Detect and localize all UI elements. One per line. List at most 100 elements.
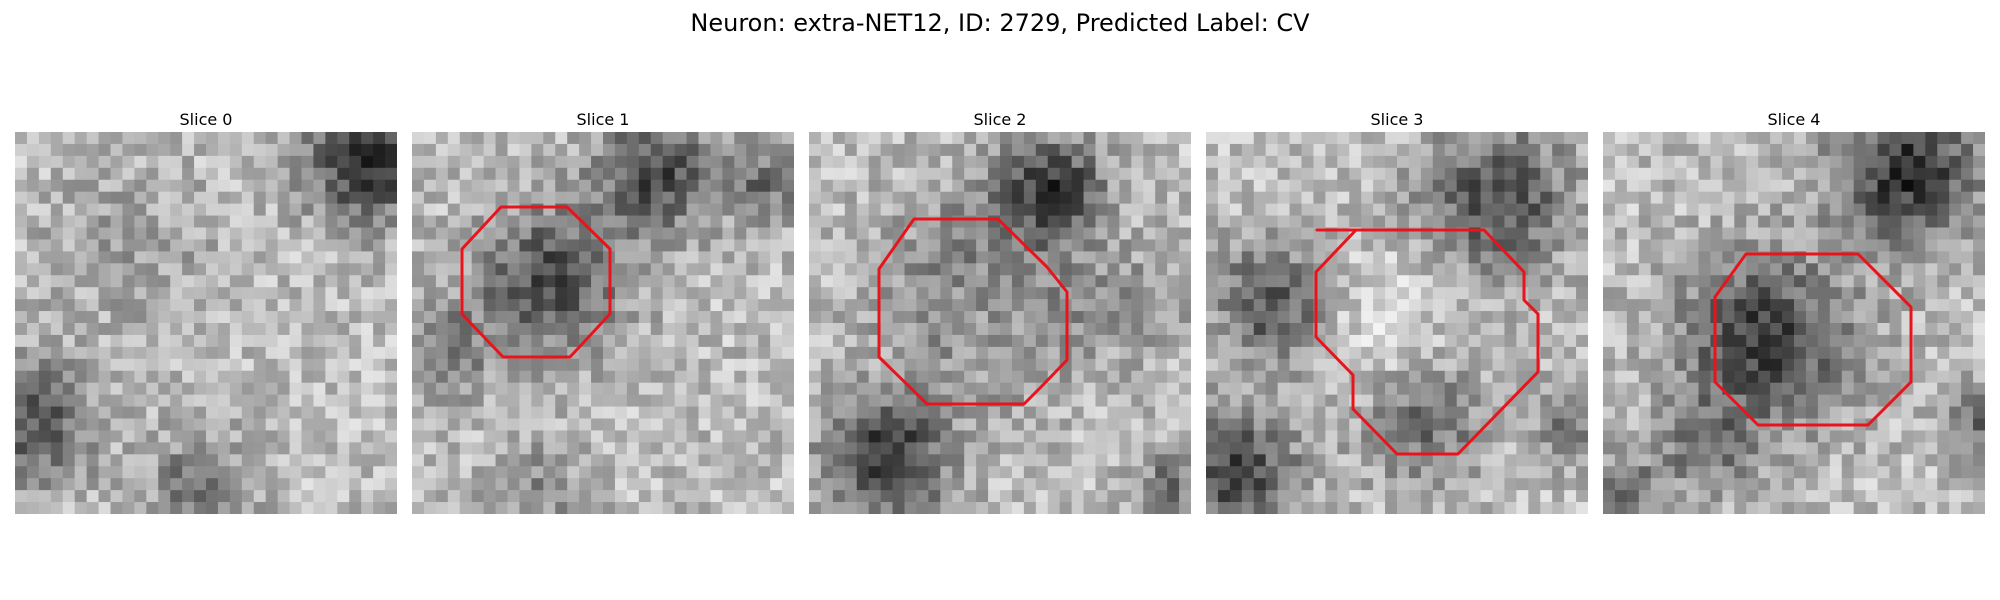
image-pixel bbox=[1119, 275, 1132, 288]
image-pixel bbox=[710, 334, 723, 348]
image-pixel bbox=[1456, 143, 1470, 157]
image-pixel bbox=[98, 346, 112, 360]
image-pixel bbox=[1023, 370, 1037, 384]
image-pixel bbox=[1782, 227, 1795, 241]
image-pixel bbox=[940, 323, 953, 336]
image-pixel bbox=[361, 334, 374, 348]
image-pixel bbox=[26, 406, 40, 420]
image-pixel bbox=[1829, 239, 1843, 252]
image-pixel bbox=[519, 358, 532, 372]
image-pixel bbox=[686, 155, 700, 169]
image-pixel bbox=[1349, 155, 1362, 169]
image-pixel bbox=[1167, 143, 1180, 157]
image-pixel bbox=[483, 251, 497, 264]
image-pixel bbox=[579, 275, 592, 288]
image-pixel bbox=[483, 311, 497, 324]
image-pixel bbox=[447, 227, 461, 241]
image-pixel bbox=[1770, 370, 1783, 384]
image-pixel bbox=[325, 263, 338, 276]
image-pixel bbox=[638, 239, 652, 252]
image-pixel bbox=[1552, 358, 1565, 372]
image-pixel bbox=[385, 275, 397, 288]
image-pixel bbox=[423, 394, 437, 408]
image-pixel bbox=[265, 370, 279, 384]
image-pixel bbox=[1301, 358, 1315, 372]
image-pixel bbox=[928, 239, 941, 252]
image-pixel bbox=[1698, 323, 1712, 336]
image-pixel bbox=[1289, 406, 1303, 420]
image-pixel bbox=[1603, 275, 1616, 288]
image-pixel bbox=[1698, 132, 1712, 145]
image-pixel bbox=[1865, 287, 1879, 300]
image-pixel bbox=[1468, 358, 1482, 372]
image-pixel bbox=[507, 406, 521, 420]
image-pixel bbox=[1865, 167, 1879, 181]
image-pixel bbox=[579, 418, 592, 432]
image-pixel bbox=[1229, 358, 1243, 372]
image-pixel bbox=[952, 155, 965, 169]
image-pixel bbox=[1576, 490, 1588, 503]
image-pixel bbox=[62, 299, 76, 312]
image-pixel bbox=[904, 454, 918, 467]
image-pixel bbox=[435, 478, 449, 491]
image-pixel bbox=[1313, 442, 1326, 455]
image-pixel bbox=[1492, 132, 1506, 145]
image-pixel bbox=[1167, 155, 1180, 169]
image-pixel bbox=[940, 334, 953, 348]
image-pixel bbox=[1456, 358, 1470, 372]
image-pixel bbox=[1325, 287, 1338, 300]
image-pixel bbox=[1373, 478, 1386, 491]
image-pixel bbox=[638, 466, 652, 479]
image-pixel bbox=[253, 370, 267, 384]
image-pixel bbox=[483, 132, 497, 145]
image-pixel bbox=[170, 346, 183, 360]
image-pixel bbox=[722, 251, 735, 264]
image-pixel bbox=[1313, 179, 1326, 193]
image-pixel bbox=[217, 406, 231, 420]
image-pixel bbox=[1444, 299, 1458, 312]
image-pixel bbox=[809, 418, 822, 432]
image-pixel bbox=[1949, 155, 1962, 169]
image-pixel bbox=[746, 466, 759, 479]
image-pixel bbox=[1614, 406, 1628, 420]
image-pixel bbox=[385, 442, 397, 455]
image-pixel bbox=[940, 478, 953, 491]
image-pixel bbox=[1746, 430, 1759, 443]
image-pixel bbox=[531, 155, 544, 169]
image-pixel bbox=[74, 406, 88, 420]
image-pixel bbox=[1901, 406, 1914, 420]
image-pixel bbox=[471, 132, 485, 145]
image-pixel bbox=[435, 299, 449, 312]
image-pixel bbox=[820, 191, 834, 205]
image-pixel bbox=[86, 215, 100, 229]
image-pixel bbox=[1480, 143, 1494, 157]
image-pixel bbox=[447, 358, 461, 372]
image-pixel bbox=[337, 215, 350, 229]
image-pixel bbox=[62, 502, 76, 514]
image-pixel bbox=[1841, 382, 1855, 396]
image-pixel bbox=[1107, 167, 1120, 181]
image-pixel bbox=[182, 490, 195, 503]
image-pixel bbox=[1528, 155, 1541, 169]
image-pixel bbox=[253, 179, 267, 193]
image-pixel bbox=[134, 346, 147, 360]
image-pixel bbox=[603, 442, 616, 455]
image-pixel bbox=[1528, 203, 1541, 217]
image-pixel bbox=[1217, 132, 1231, 145]
image-pixel bbox=[916, 478, 929, 491]
image-pixel bbox=[361, 203, 374, 217]
image-pixel bbox=[638, 215, 652, 229]
image-pixel bbox=[15, 502, 28, 514]
image-pixel bbox=[1746, 442, 1759, 455]
image-pixel bbox=[1674, 191, 1688, 205]
image-pixel bbox=[349, 287, 362, 300]
image-pixel bbox=[1516, 454, 1529, 467]
image-pixel bbox=[361, 394, 374, 408]
image-pixel bbox=[110, 132, 124, 145]
image-pixel bbox=[1686, 454, 1700, 467]
image-pixel bbox=[1662, 275, 1676, 288]
image-pixel bbox=[638, 132, 652, 145]
image-pixel bbox=[626, 358, 640, 372]
image-pixel bbox=[782, 251, 794, 264]
image-pixel bbox=[98, 382, 112, 396]
